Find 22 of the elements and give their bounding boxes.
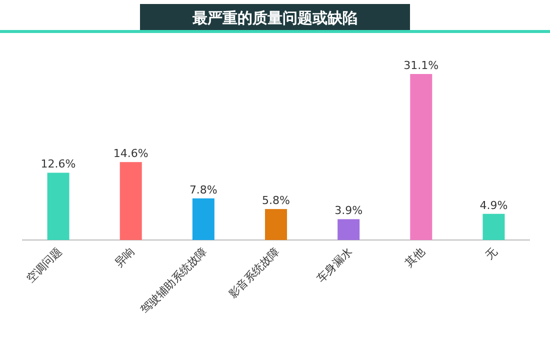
bar: [410, 74, 432, 240]
bar: [338, 219, 360, 240]
x-tick-label: 影音系统故障: [226, 244, 282, 301]
x-tick-label: 异响: [112, 244, 137, 270]
x-tick-label: 无: [482, 244, 500, 262]
chart-title: 最严重的质量问题或缺陷: [192, 9, 358, 27]
data-label: 14.6%: [113, 147, 148, 160]
data-label: 5.8%: [262, 194, 290, 208]
data-label: 31.1%: [404, 59, 439, 72]
data-label: 7.8%: [189, 183, 218, 196]
bar: [120, 162, 142, 240]
bar: [482, 214, 505, 240]
data-label: 4.9%: [480, 198, 508, 212]
bar: [265, 209, 287, 240]
x-tick-label: 其他: [402, 244, 428, 270]
x-tick-label: 空调问题: [24, 244, 64, 286]
data-label: 3.9%: [334, 204, 363, 218]
bar: [192, 198, 214, 240]
x-tick-label: 驾驶辅助系统故障: [138, 244, 210, 316]
data-label: 12.6%: [40, 158, 76, 171]
bar: [47, 172, 70, 240]
x-tick-label: 车身漏水: [314, 244, 355, 286]
